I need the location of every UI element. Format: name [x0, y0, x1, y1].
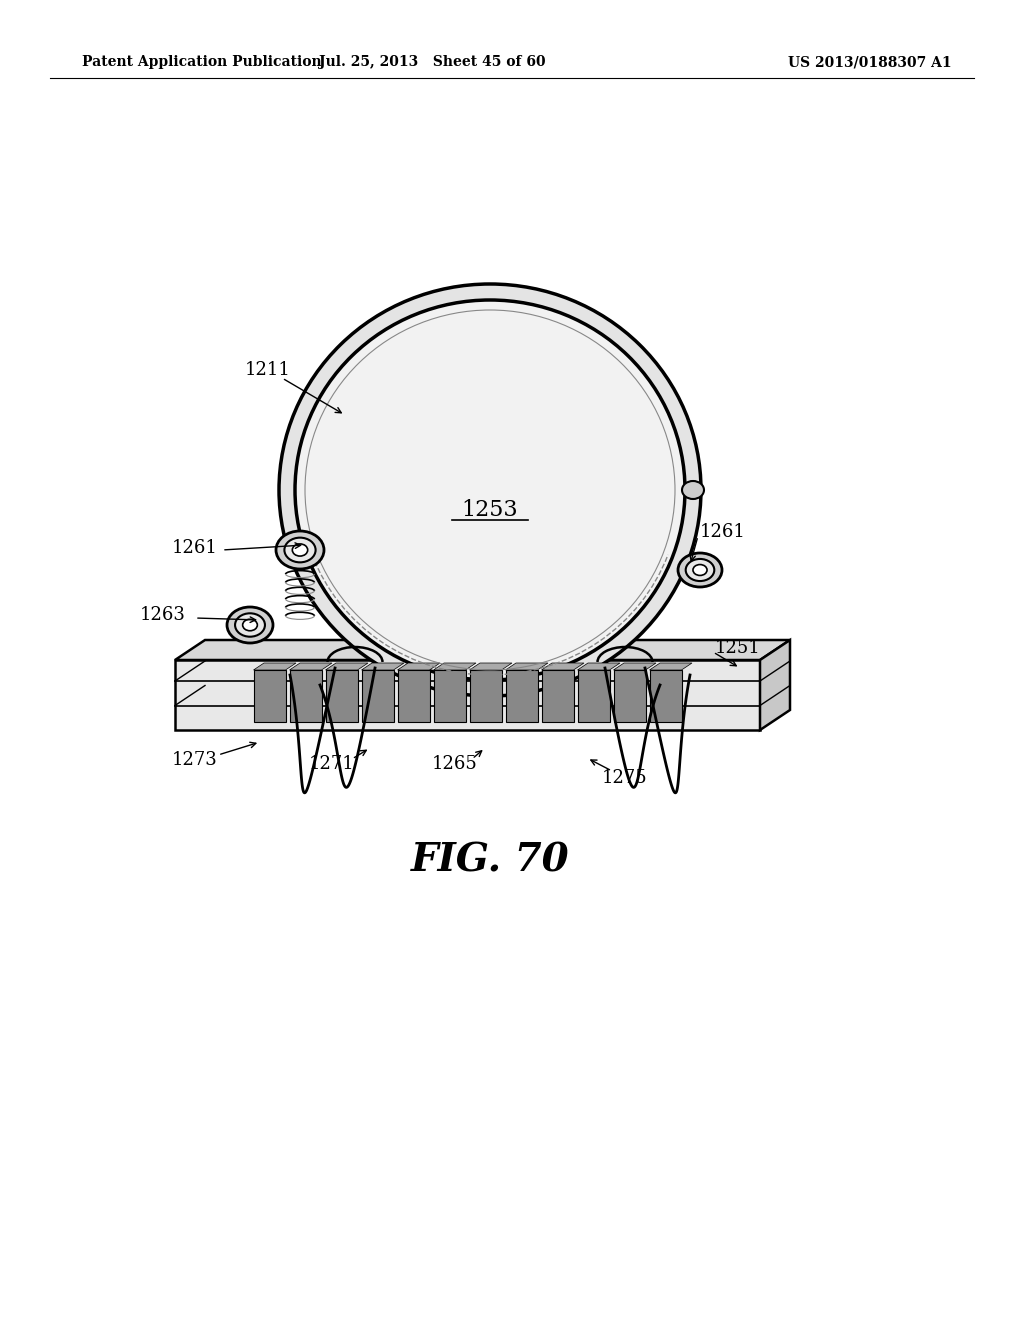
- Ellipse shape: [678, 553, 722, 587]
- Polygon shape: [542, 671, 573, 722]
- Polygon shape: [649, 671, 682, 722]
- Ellipse shape: [276, 531, 324, 569]
- Polygon shape: [361, 671, 393, 722]
- Ellipse shape: [227, 607, 273, 643]
- Text: 1261: 1261: [700, 523, 745, 541]
- Text: Patent Application Publication: Patent Application Publication: [82, 55, 322, 69]
- Polygon shape: [760, 640, 790, 730]
- Text: 1251: 1251: [715, 639, 761, 657]
- Ellipse shape: [243, 619, 257, 631]
- Ellipse shape: [295, 300, 685, 680]
- Ellipse shape: [285, 537, 315, 562]
- Polygon shape: [290, 663, 332, 671]
- Polygon shape: [506, 663, 548, 671]
- Text: FIG. 70: FIG. 70: [411, 841, 569, 879]
- Polygon shape: [506, 671, 538, 722]
- Text: 1275: 1275: [602, 770, 648, 787]
- Polygon shape: [578, 663, 620, 671]
- Ellipse shape: [693, 565, 707, 576]
- Polygon shape: [578, 671, 609, 722]
- Polygon shape: [175, 660, 760, 730]
- Polygon shape: [542, 663, 584, 671]
- Ellipse shape: [682, 480, 705, 499]
- Polygon shape: [326, 663, 368, 671]
- Polygon shape: [433, 663, 476, 671]
- Text: 1263: 1263: [140, 606, 186, 624]
- Polygon shape: [397, 663, 440, 671]
- Polygon shape: [361, 663, 404, 671]
- Polygon shape: [397, 671, 429, 722]
- Polygon shape: [254, 663, 296, 671]
- Text: Jul. 25, 2013   Sheet 45 of 60: Jul. 25, 2013 Sheet 45 of 60: [318, 55, 546, 69]
- Text: US 2013/0188307 A1: US 2013/0188307 A1: [788, 55, 952, 69]
- Text: 1253: 1253: [462, 499, 518, 521]
- Polygon shape: [290, 671, 322, 722]
- Polygon shape: [326, 671, 357, 722]
- Ellipse shape: [686, 558, 715, 581]
- Ellipse shape: [292, 544, 307, 556]
- Polygon shape: [613, 663, 656, 671]
- Ellipse shape: [279, 284, 701, 696]
- Text: 1211: 1211: [245, 360, 291, 379]
- Polygon shape: [469, 663, 512, 671]
- Polygon shape: [254, 671, 286, 722]
- Polygon shape: [469, 671, 502, 722]
- Ellipse shape: [236, 614, 265, 636]
- Text: 1265: 1265: [432, 755, 478, 774]
- Polygon shape: [649, 663, 692, 671]
- Polygon shape: [175, 640, 790, 660]
- Text: 1273: 1273: [172, 751, 218, 770]
- Text: 1271: 1271: [309, 755, 355, 774]
- Polygon shape: [613, 671, 645, 722]
- Text: 1261: 1261: [172, 539, 218, 557]
- Polygon shape: [433, 671, 466, 722]
